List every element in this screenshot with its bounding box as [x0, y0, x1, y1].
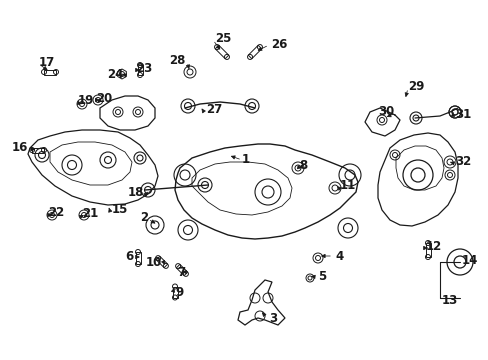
Text: 15: 15	[112, 203, 128, 216]
Text: 26: 26	[270, 37, 287, 50]
Text: 18: 18	[127, 186, 143, 199]
Text: 31: 31	[454, 108, 470, 121]
Text: 25: 25	[215, 31, 231, 45]
Text: 8: 8	[298, 159, 306, 172]
Text: 20: 20	[96, 91, 112, 104]
Text: 28: 28	[168, 54, 184, 67]
Text: 22: 22	[48, 207, 64, 220]
Text: 32: 32	[454, 156, 470, 168]
Text: 27: 27	[205, 104, 222, 117]
Text: 23: 23	[136, 62, 152, 75]
Text: 17: 17	[39, 55, 55, 68]
Text: 5: 5	[317, 270, 325, 284]
Text: 9: 9	[175, 287, 183, 300]
Text: 19: 19	[78, 94, 94, 108]
Text: 2: 2	[140, 211, 148, 225]
Text: 11: 11	[339, 180, 356, 193]
Text: 21: 21	[82, 207, 98, 220]
Text: 6: 6	[124, 251, 133, 264]
Text: 4: 4	[334, 249, 343, 262]
Text: 16: 16	[12, 141, 28, 154]
Text: 30: 30	[377, 105, 393, 118]
Text: 29: 29	[407, 80, 424, 93]
Text: 7: 7	[177, 265, 184, 279]
Text: 1: 1	[242, 153, 250, 166]
Text: 13: 13	[441, 293, 457, 306]
Text: 14: 14	[461, 253, 477, 266]
Text: 3: 3	[268, 311, 277, 324]
Text: 24: 24	[107, 68, 124, 81]
Text: 10: 10	[145, 256, 162, 270]
Text: 12: 12	[425, 240, 441, 253]
